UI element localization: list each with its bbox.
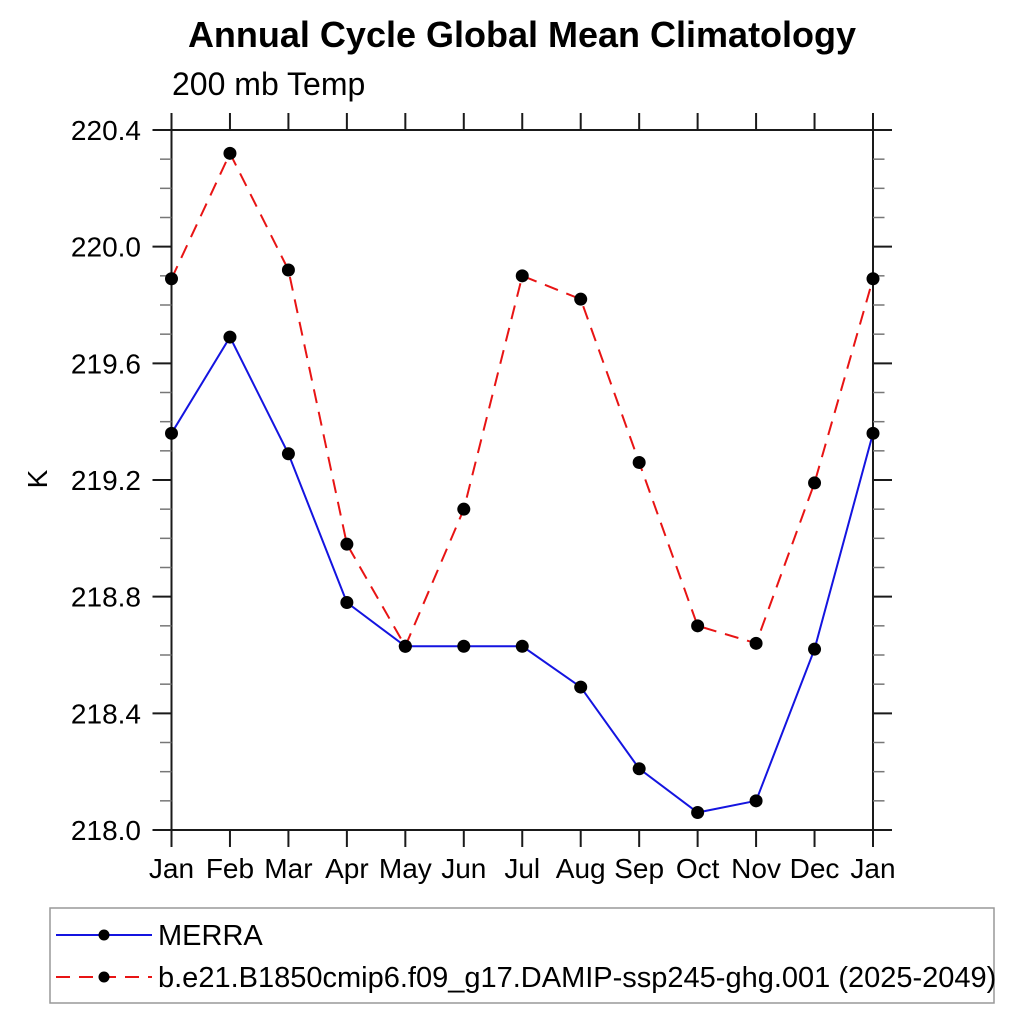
x-tick-label: Feb xyxy=(206,853,254,884)
data-point xyxy=(866,272,880,286)
axes-layer: Jan Feb Mar Apr May Jun Jul Aug Sep Oct Nov Dec Jan 2… xyxy=(71,113,896,884)
chart-title: Annual Cycle Global Mean Climatology xyxy=(188,14,856,55)
data-point xyxy=(398,639,412,653)
series-line-merra xyxy=(170,335,874,814)
y-tick-label: 220.4 xyxy=(71,115,141,146)
legend: MERRA b.e21.B1850cmip6.f09_g17.DAMIP-ssp2… xyxy=(49,907,996,1004)
y-tick-label: 218.8 xyxy=(71,582,141,613)
x-tick-label: Sep xyxy=(614,853,664,884)
data-point xyxy=(691,619,705,633)
data-point xyxy=(808,476,822,490)
series-layer xyxy=(165,146,880,819)
data-point xyxy=(340,537,354,551)
data-point xyxy=(574,680,588,694)
x-tick-label: May xyxy=(379,853,432,884)
x-tick-label: Jan xyxy=(850,853,895,884)
data-point xyxy=(457,639,471,653)
x-tick-label: Jan xyxy=(149,853,194,884)
data-point xyxy=(808,642,822,656)
x-tick-label: Apr xyxy=(325,853,369,884)
data-point xyxy=(515,639,529,653)
data-point xyxy=(281,447,295,461)
data-point xyxy=(165,272,178,286)
data-point xyxy=(281,263,295,277)
legend-entry-label: b.e21.B1850cmip6.f09_g17.DAMIP-ssp245-gh… xyxy=(158,962,996,994)
plot-frame xyxy=(170,129,874,831)
x-tick-label: Nov xyxy=(731,853,781,884)
data-point xyxy=(515,269,529,283)
y-tick-label: 218.4 xyxy=(71,698,141,729)
data-point xyxy=(457,502,471,516)
y-tick-label: 219.2 xyxy=(71,465,141,496)
y-tick-label: 218.0 xyxy=(71,815,141,846)
y-tick-label: 220.0 xyxy=(71,232,141,263)
data-point xyxy=(749,636,763,650)
legend-marker xyxy=(98,929,110,941)
x-tick-label: Dec xyxy=(790,853,840,884)
data-point xyxy=(691,806,705,819)
data-point xyxy=(340,596,354,609)
legend-marker xyxy=(98,971,110,983)
x-tick-label: Jun xyxy=(441,853,486,884)
y-axis-label: K xyxy=(22,469,53,488)
x-tick-label: Mar xyxy=(264,853,312,884)
x-tick-label: Oct xyxy=(676,853,720,884)
data-point xyxy=(223,330,237,344)
data-point xyxy=(632,762,646,776)
data-point xyxy=(632,456,646,469)
legend-entry-label: MERRA xyxy=(158,920,263,952)
data-point xyxy=(866,426,880,440)
chart-subtitle: 200 mb Temp xyxy=(172,66,365,102)
data-point xyxy=(749,794,763,808)
x-tick-label: Jul xyxy=(504,853,540,884)
data-point xyxy=(165,426,178,440)
y-tick-label: 219.6 xyxy=(71,348,141,379)
legend-box xyxy=(49,907,995,1004)
series-line-model xyxy=(170,151,874,649)
data-point xyxy=(223,146,237,160)
data-point xyxy=(574,292,588,306)
x-tick-label: Aug xyxy=(556,853,606,884)
